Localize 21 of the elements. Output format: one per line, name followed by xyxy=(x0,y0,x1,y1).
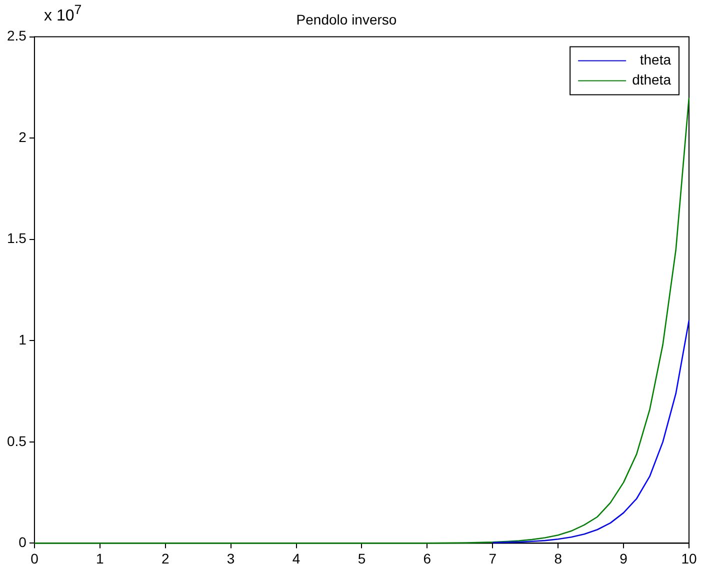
x-tick-label: 0 xyxy=(30,550,39,566)
y-tick-label: 1.5 xyxy=(6,230,27,246)
text: x 10$^{7}$ xyxy=(44,2,82,26)
legend-label: dtheta xyxy=(632,72,672,88)
x-tick-label: 5 xyxy=(358,550,366,566)
x-tick-label: 8 xyxy=(554,550,562,566)
y-tick-label: 2 xyxy=(18,128,27,145)
legend-label: theta xyxy=(640,52,672,68)
chart-title: Pendolo inverso xyxy=(296,11,397,28)
y-tick-label: 2.5 xyxy=(6,28,27,44)
x-tick-label: 1 xyxy=(96,550,104,566)
y-tick-label: 1 xyxy=(18,332,27,348)
x-tick-label: 7 xyxy=(488,550,497,566)
x-tick-label: 3 xyxy=(226,550,235,566)
x-tick-label: 9 xyxy=(620,550,628,566)
x-tick-label: 10 xyxy=(681,550,697,566)
x-tick-label: 2 xyxy=(161,550,170,566)
x-tick-label: 6 xyxy=(423,550,432,566)
x-tick-label: 4 xyxy=(292,550,300,566)
y-tick-label: 0 xyxy=(18,534,27,550)
y-tick-label: 0.5 xyxy=(6,432,27,449)
